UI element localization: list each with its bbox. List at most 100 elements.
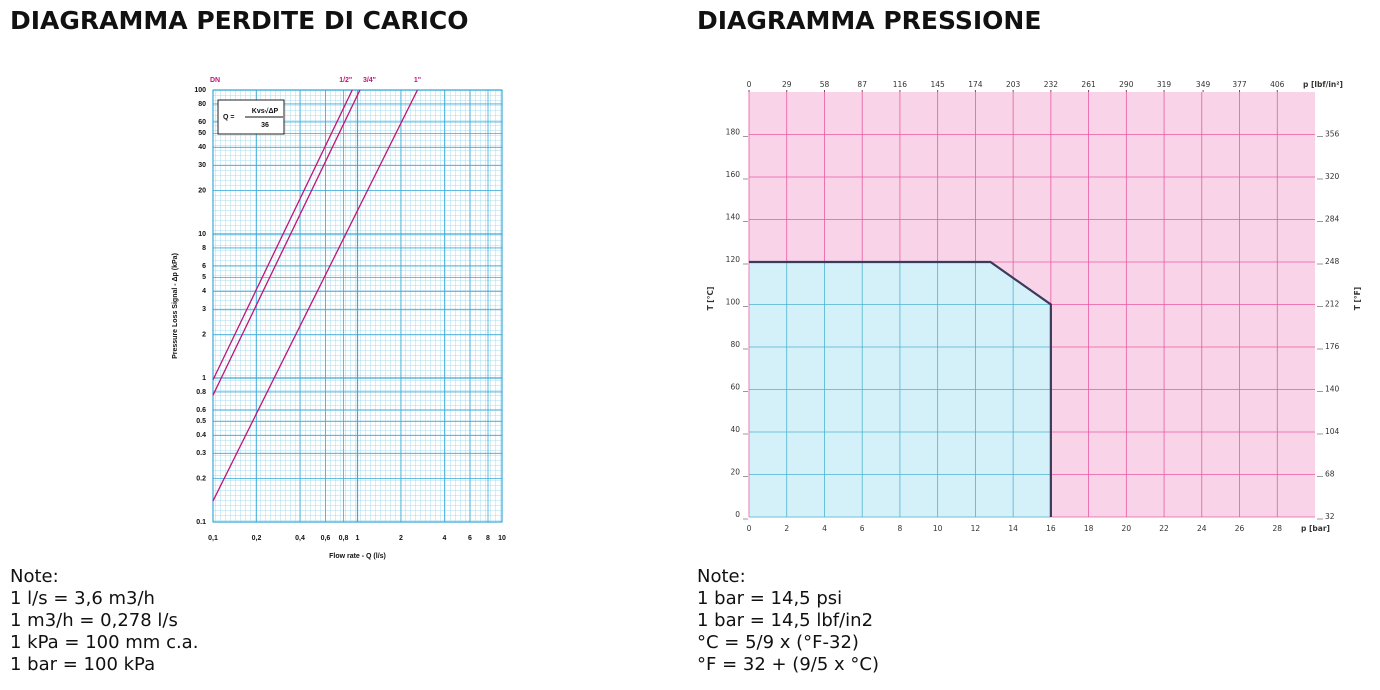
x-tick-label: 0,8 (339, 535, 349, 542)
y-tick-label: 40 (198, 144, 206, 151)
note: Note: (697, 566, 746, 587)
y-tick-label: 100 (194, 87, 206, 94)
y2-tick-label: 32 (1325, 512, 1335, 521)
x-tick-label: 10 (933, 524, 943, 533)
series-line (212, 89, 419, 502)
note: °C = 5/9 x (°F-32) (697, 632, 859, 653)
y-tick-label: 50 (198, 130, 206, 137)
note: 1 bar = 14,5 lbf/in2 (697, 610, 873, 631)
note: Note: (10, 566, 59, 587)
x-tick-label: 24 (1197, 524, 1207, 533)
x2-tick-label: 377 (1232, 80, 1247, 89)
x-axis-label: Flow rate - Q (l/s) (329, 553, 386, 560)
x-tick-label: 2 (784, 524, 789, 533)
chart-title: DIAGRAMMA PERDITE DI CARICO (10, 6, 468, 35)
y2-tick-label: 104 (1325, 427, 1340, 436)
series-line (212, 89, 361, 396)
y-tick-label: 6 (202, 263, 206, 270)
y-tick-label: 140 (726, 213, 741, 222)
chart-title: DIAGRAMMA PRESSIONE (697, 6, 1041, 35)
y2-tick-label: 176 (1325, 342, 1340, 351)
x-tick-label: 12 (971, 524, 981, 533)
y2-tick-label: 320 (1325, 172, 1340, 181)
x-tick-label: 0 (747, 524, 752, 533)
x-tick-label: 16 (1046, 524, 1056, 533)
y-tick-label: 4 (202, 288, 206, 295)
x-tick-label: 0,1 (208, 535, 218, 542)
x2-tick-label: 406 (1270, 80, 1285, 89)
x-tick-label: 0,4 (295, 535, 305, 542)
y2-tick-label: 140 (1325, 385, 1340, 394)
y2-axis-label: T [°F] (1353, 287, 1362, 310)
y-tick-label: 60 (730, 383, 740, 392)
note: 1 bar = 100 kPa (10, 654, 155, 675)
area-grid (749, 262, 1051, 517)
y-tick-label: 80 (730, 340, 740, 349)
x-tick-label: 22 (1159, 524, 1169, 533)
x2-tick-label: 232 (1044, 80, 1059, 89)
legend-title: DN (210, 77, 220, 84)
x-tick-label: 0,6 (321, 535, 331, 542)
x-tick-label: 2 (399, 535, 403, 542)
x2-tick-label: 349 (1196, 80, 1211, 89)
y-tick-label: 0.5 (196, 418, 206, 425)
legend-label: 1/2" (339, 77, 352, 84)
x2-axis-label: p [lbf/in²] (1303, 80, 1343, 89)
x2-tick-label: 203 (1006, 80, 1021, 89)
y-tick-label: 5 (202, 274, 206, 281)
y-tick-label: 40 (730, 425, 740, 434)
note: 1 l/s = 3,6 m3/h (10, 588, 155, 609)
y-tick-label: 3 (202, 306, 206, 313)
y-tick-label: 100 (726, 298, 741, 307)
x-tick-label: 14 (1008, 524, 1018, 533)
x-tick-label: 4 (822, 524, 827, 533)
y-tick-label: 8 (202, 245, 206, 252)
x2-tick-label: 290 (1119, 80, 1134, 89)
x-tick-label: 1 (356, 535, 360, 542)
x2-tick-label: 116 (893, 80, 908, 89)
x-tick-label: 6 (860, 524, 865, 533)
x-tick-label: 20 (1122, 524, 1132, 533)
y2-tick-label: 248 (1325, 257, 1340, 266)
note: °F = 32 + (9/5 x °C) (697, 654, 879, 675)
y-tick-label: 180 (726, 128, 741, 137)
formula-denominator: 36 (261, 122, 269, 129)
y-tick-label: 0 (735, 510, 740, 519)
x2-tick-label: 145 (931, 80, 946, 89)
y-tick-label: 1 (202, 375, 206, 382)
legend-label: 1" (414, 77, 421, 84)
x2-tick-label: 319 (1157, 80, 1172, 89)
y-tick-label: 0.8 (196, 389, 206, 396)
x2-tick-label: 87 (857, 80, 867, 89)
note: 1 bar = 14,5 psi (697, 588, 842, 609)
y2-tick-label: 212 (1325, 300, 1340, 309)
x2-tick-label: 58 (820, 80, 830, 89)
note: 1 m3/h = 0,278 l/s (10, 610, 178, 631)
y-axis-label: T [°C] (706, 287, 715, 311)
y-tick-label: 10 (198, 231, 206, 238)
x2-tick-label: 174 (968, 80, 983, 89)
x-tick-label: 0,2 (252, 535, 262, 542)
y-tick-label: 120 (726, 255, 741, 264)
x-tick-label: 28 (1272, 524, 1282, 533)
y2-tick-label: 284 (1325, 215, 1340, 224)
y-tick-label: 20 (730, 468, 740, 477)
y2-tick-label: 356 (1325, 130, 1340, 139)
y-tick-label: 30 (198, 162, 206, 169)
y-tick-label: 2 (202, 331, 206, 338)
x-tick-label: 26 (1235, 524, 1245, 533)
y-tick-label: 0.4 (196, 432, 206, 439)
formula-lhs: Q = (223, 114, 234, 121)
y-tick-label: 60 (198, 119, 206, 126)
x-tick-label: 6 (468, 535, 472, 542)
legend-label: 3/4" (363, 77, 376, 84)
y-tick-label: 160 (726, 170, 741, 179)
x-tick-label: 8 (486, 535, 490, 542)
formula-numerator: Kvs√ΔP (252, 107, 279, 115)
y-tick-label: 0.2 (196, 475, 206, 482)
x2-tick-label: 29 (782, 80, 792, 89)
x-tick-label: 8 (898, 524, 903, 533)
y-tick-label: 80 (198, 101, 206, 108)
y2-tick-label: 68 (1325, 470, 1335, 479)
